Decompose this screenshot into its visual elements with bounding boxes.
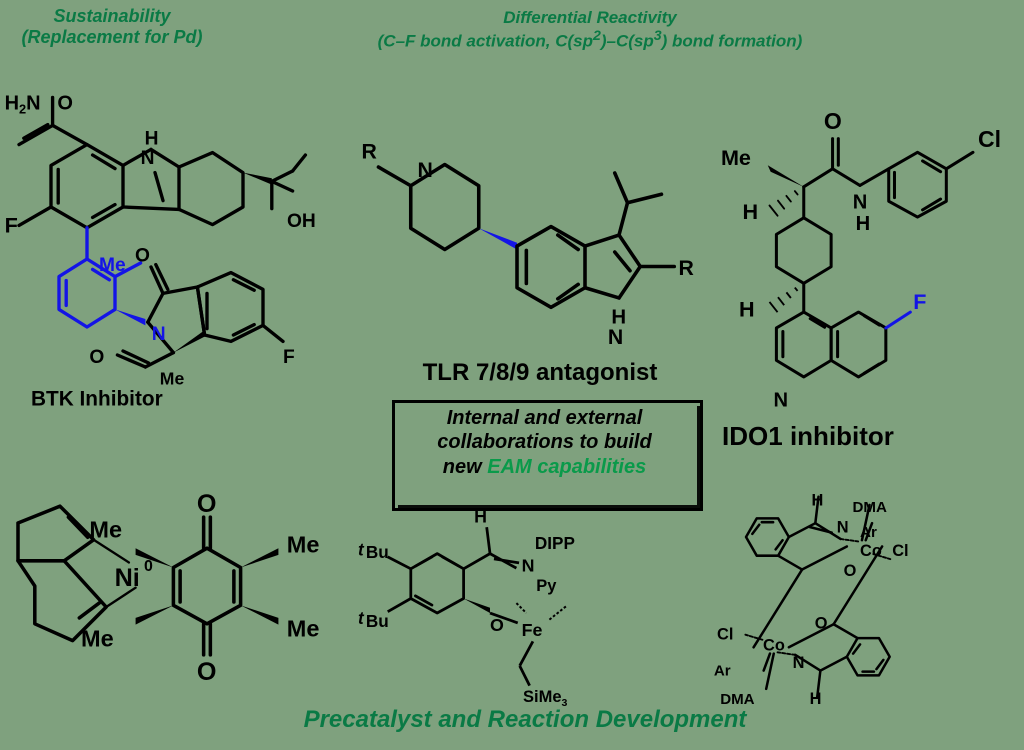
svg-text:Me: Me (160, 369, 185, 389)
svg-text:0: 0 (144, 558, 153, 575)
svg-text:Me: Me (721, 145, 751, 170)
svg-text:Me: Me (287, 531, 320, 557)
svg-text:N: N (418, 158, 433, 182)
svg-text:Co: Co (763, 636, 785, 654)
svg-text:N: N (837, 519, 849, 537)
svg-text:F: F (283, 347, 295, 368)
svg-text:IDO1 inhibitor: IDO1 inhibitor (722, 421, 894, 451)
svg-text:H: H (743, 199, 759, 224)
svg-text:Me: Me (99, 255, 126, 276)
svg-text:Me: Me (89, 516, 122, 542)
svg-text:F: F (913, 289, 926, 314)
svg-text:t: t (358, 540, 365, 560)
svg-text:DIPP: DIPP (535, 533, 575, 553)
svg-text:TLR 7/8/9 antagonist: TLR 7/8/9 antagonist (423, 359, 658, 386)
svg-text:O: O (815, 614, 828, 632)
svg-text:H: H (739, 296, 755, 321)
svg-text:O: O (844, 562, 857, 580)
svg-text:O: O (490, 615, 504, 635)
svg-text:O: O (824, 108, 842, 134)
svg-text:Cl: Cl (717, 626, 733, 644)
svg-text:Fe: Fe (522, 620, 543, 640)
svg-text:F: F (5, 213, 18, 238)
svg-text:H: H (810, 690, 822, 708)
svg-text:O: O (197, 658, 217, 686)
svg-text:t: t (358, 608, 365, 628)
svg-text:OH: OH (287, 211, 316, 232)
svg-text:H: H (856, 213, 871, 235)
svg-text:O: O (135, 245, 150, 266)
svg-text:Py: Py (536, 577, 557, 595)
svg-text:R: R (361, 140, 376, 164)
svg-text:Cl: Cl (978, 126, 1001, 152)
svg-text:O: O (57, 92, 73, 114)
svg-text:Cl: Cl (892, 542, 908, 560)
svg-text:Me: Me (81, 625, 114, 651)
svg-text:O: O (197, 490, 217, 518)
svg-text:Ni: Ni (115, 564, 140, 592)
svg-text:N: N (522, 555, 535, 575)
svg-text:Ar: Ar (714, 663, 731, 680)
svg-text:Co: Co (860, 542, 882, 560)
svg-text:N: N (141, 148, 155, 169)
svg-text:DMA: DMA (853, 499, 887, 516)
svg-text:Bu: Bu (366, 542, 389, 562)
svg-text:Ar: Ar (860, 524, 877, 541)
svg-text:BTK Inhibitor: BTK Inhibitor (31, 387, 163, 410)
svg-text:Me: Me (287, 615, 320, 641)
svg-text:Bu: Bu (366, 611, 389, 631)
svg-text:N: N (152, 324, 166, 345)
svg-text:H: H (474, 507, 487, 527)
svg-text:N: N (853, 191, 868, 213)
svg-text:N: N (774, 389, 789, 411)
svg-text:N: N (608, 325, 623, 349)
svg-text:SiMe3: SiMe3 (523, 688, 568, 709)
svg-text:H: H (145, 129, 159, 150)
svg-text:DMA: DMA (720, 691, 754, 708)
svg-text:H: H (812, 492, 824, 510)
svg-text:N: N (793, 654, 805, 672)
svg-text:H2N: H2N (5, 92, 41, 116)
svg-text:O: O (89, 347, 104, 368)
